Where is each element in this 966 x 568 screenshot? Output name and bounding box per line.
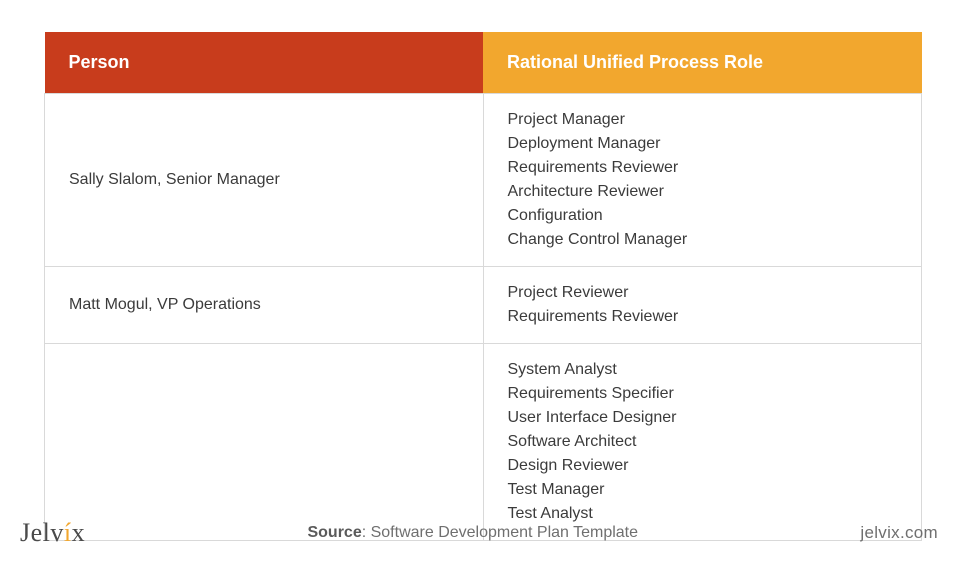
role-line: System Analyst — [508, 358, 898, 382]
brand-logo: Jelvíx — [20, 518, 85, 548]
source-label: Source — [307, 524, 361, 541]
col-header-person: Person — [45, 32, 484, 94]
role-line: Project Reviewer — [508, 281, 898, 305]
table-row: Sally Slalom, Senior ManagerProject Mana… — [45, 94, 922, 267]
brand-accent-char: í — [64, 518, 72, 547]
source-colon: : — [362, 524, 371, 541]
table-row: Matt Mogul, VP OperationsProject Reviewe… — [45, 267, 922, 344]
cell-person — [45, 344, 484, 541]
brand-text-part2: x — [72, 518, 86, 547]
source-line: Source: Software Development Plan Templa… — [85, 524, 860, 542]
col-header-role: Rational Unified Process Role — [483, 32, 922, 94]
table-header-row: Person Rational Unified Process Role — [45, 32, 922, 94]
cell-roles: System AnalystRequirements SpecifierUser… — [483, 344, 922, 541]
cell-person: Sally Slalom, Senior Manager — [45, 94, 484, 267]
role-line: Requirements Reviewer — [508, 305, 898, 329]
brand-text-part1: Jelv — [20, 518, 64, 547]
rup-roles-table: Person Rational Unified Process Role Sal… — [44, 32, 922, 541]
role-line: Project Manager — [508, 108, 898, 132]
role-line: Design Reviewer — [508, 454, 898, 478]
page-canvas: Person Rational Unified Process Role Sal… — [0, 0, 966, 568]
role-line: User Interface Designer — [508, 406, 898, 430]
site-url: jelvix.com — [860, 523, 938, 543]
role-line: Requirements Reviewer — [508, 156, 898, 180]
role-line: Change Control Manager — [508, 228, 898, 252]
role-line: Architecture Reviewer — [508, 180, 898, 204]
role-line: Requirements Specifier — [508, 382, 898, 406]
role-line: Deployment Manager — [508, 132, 898, 156]
source-text: Software Development Plan Template — [371, 524, 638, 541]
table-row: System AnalystRequirements SpecifierUser… — [45, 344, 922, 541]
footer: Jelvíx Source: Software Development Plan… — [0, 518, 966, 548]
role-line: Configuration — [508, 204, 898, 228]
cell-person: Matt Mogul, VP Operations — [45, 267, 484, 344]
cell-roles: Project ReviewerRequirements Reviewer — [483, 267, 922, 344]
role-line: Software Architect — [508, 430, 898, 454]
role-line: Test Manager — [508, 478, 898, 502]
cell-roles: Project ManagerDeployment ManagerRequire… — [483, 94, 922, 267]
